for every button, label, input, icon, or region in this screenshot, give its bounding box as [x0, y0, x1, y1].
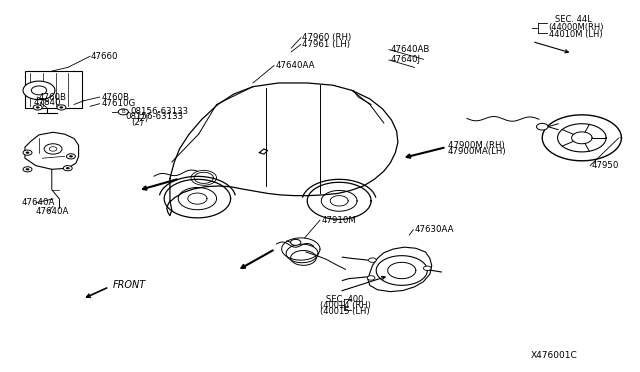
- Circle shape: [118, 109, 129, 115]
- Text: 47950: 47950: [591, 161, 619, 170]
- Text: (44000M(RH): (44000M(RH): [548, 23, 604, 32]
- Circle shape: [63, 166, 72, 171]
- Circle shape: [23, 150, 32, 155]
- Text: 47900MA(LH): 47900MA(LH): [448, 147, 506, 156]
- Circle shape: [44, 144, 62, 154]
- Text: (40015 (LH): (40015 (LH): [320, 307, 370, 316]
- Text: 4760B: 4760B: [102, 93, 129, 102]
- Text: SEC. 44L: SEC. 44L: [555, 16, 592, 25]
- Text: 47630AA: 47630AA: [415, 225, 454, 234]
- Text: 47640AB: 47640AB: [390, 45, 429, 54]
- Text: 47640AA: 47640AA: [275, 61, 315, 70]
- Circle shape: [31, 86, 47, 95]
- Text: 47640J: 47640J: [390, 55, 420, 64]
- Text: 44010M (LH): 44010M (LH): [548, 29, 602, 39]
- Text: B: B: [122, 109, 125, 114]
- Circle shape: [367, 276, 375, 280]
- Text: FRONT: FRONT: [113, 280, 146, 290]
- Circle shape: [536, 124, 548, 130]
- Circle shape: [26, 168, 29, 170]
- Circle shape: [33, 105, 42, 110]
- Text: (2): (2): [132, 118, 144, 127]
- Text: (2): (2): [137, 114, 149, 123]
- Text: 08156-63133: 08156-63133: [125, 112, 183, 121]
- Circle shape: [23, 167, 32, 172]
- Circle shape: [291, 239, 301, 245]
- Text: SEC. 400: SEC. 400: [326, 295, 364, 304]
- Text: 47900M (RH): 47900M (RH): [448, 141, 504, 150]
- Circle shape: [36, 106, 40, 109]
- Circle shape: [369, 258, 376, 262]
- Text: 47910M: 47910M: [321, 216, 356, 225]
- Circle shape: [60, 106, 63, 109]
- Text: 47660: 47660: [90, 52, 118, 61]
- Text: 47960 (RH): 47960 (RH): [302, 33, 351, 42]
- Circle shape: [26, 151, 29, 154]
- Circle shape: [49, 147, 57, 151]
- Circle shape: [424, 266, 431, 270]
- Text: 08156-63133: 08156-63133: [131, 108, 188, 116]
- Bar: [25, 71, 83, 108]
- Circle shape: [66, 167, 70, 169]
- Circle shape: [57, 105, 66, 110]
- Circle shape: [23, 81, 55, 100]
- Text: 47640A: 47640A: [36, 207, 69, 216]
- Text: 47840: 47840: [34, 98, 61, 107]
- Circle shape: [69, 155, 73, 157]
- Text: 47610G: 47610G: [102, 99, 136, 108]
- Text: 47961 (LH): 47961 (LH): [302, 40, 350, 49]
- Text: (40014 (RH): (40014 (RH): [320, 301, 371, 310]
- Text: 47640A: 47640A: [21, 198, 54, 207]
- Text: 4760B: 4760B: [39, 93, 67, 102]
- Circle shape: [67, 154, 76, 159]
- Text: X476001C: X476001C: [531, 351, 577, 360]
